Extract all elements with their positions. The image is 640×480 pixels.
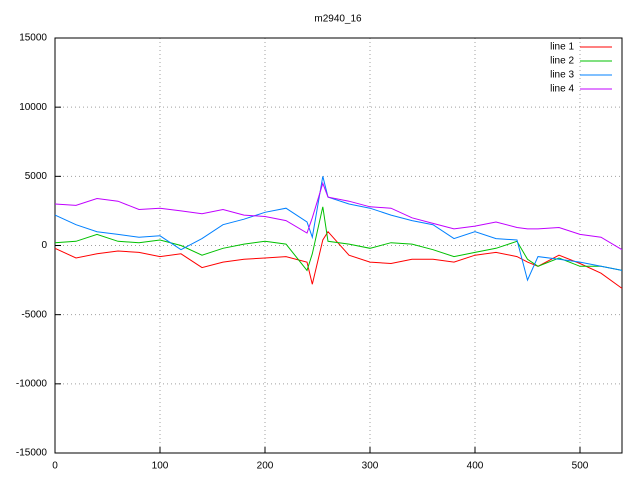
x-tick-label: 100	[152, 461, 169, 472]
y-tick-label: 5000	[25, 171, 48, 182]
legend-label: line 4	[550, 84, 574, 95]
legend-label: line 2	[550, 56, 574, 67]
series-line	[54, 181, 623, 251]
x-tick-label: 300	[362, 461, 379, 472]
y-tick-label: -10000	[16, 378, 48, 389]
legend-label: line 3	[550, 70, 574, 81]
x-tick-label: 500	[572, 461, 589, 472]
y-tick-label: 10000	[19, 102, 47, 113]
x-tick-label: 0	[52, 461, 58, 472]
y-tick-label: 15000	[19, 33, 47, 44]
plot-border	[54, 37, 623, 454]
series-line	[54, 206, 623, 272]
series-line	[54, 230, 623, 289]
x-tick-label: 400	[467, 461, 484, 472]
x-tick-label: 200	[257, 461, 274, 472]
y-tick-label: 0	[41, 240, 47, 251]
legend-label: line 1	[550, 42, 574, 53]
y-tick-label: -15000	[16, 448, 48, 459]
y-tick-label: -5000	[21, 309, 47, 320]
chart-title: m2940_16	[314, 14, 362, 25]
